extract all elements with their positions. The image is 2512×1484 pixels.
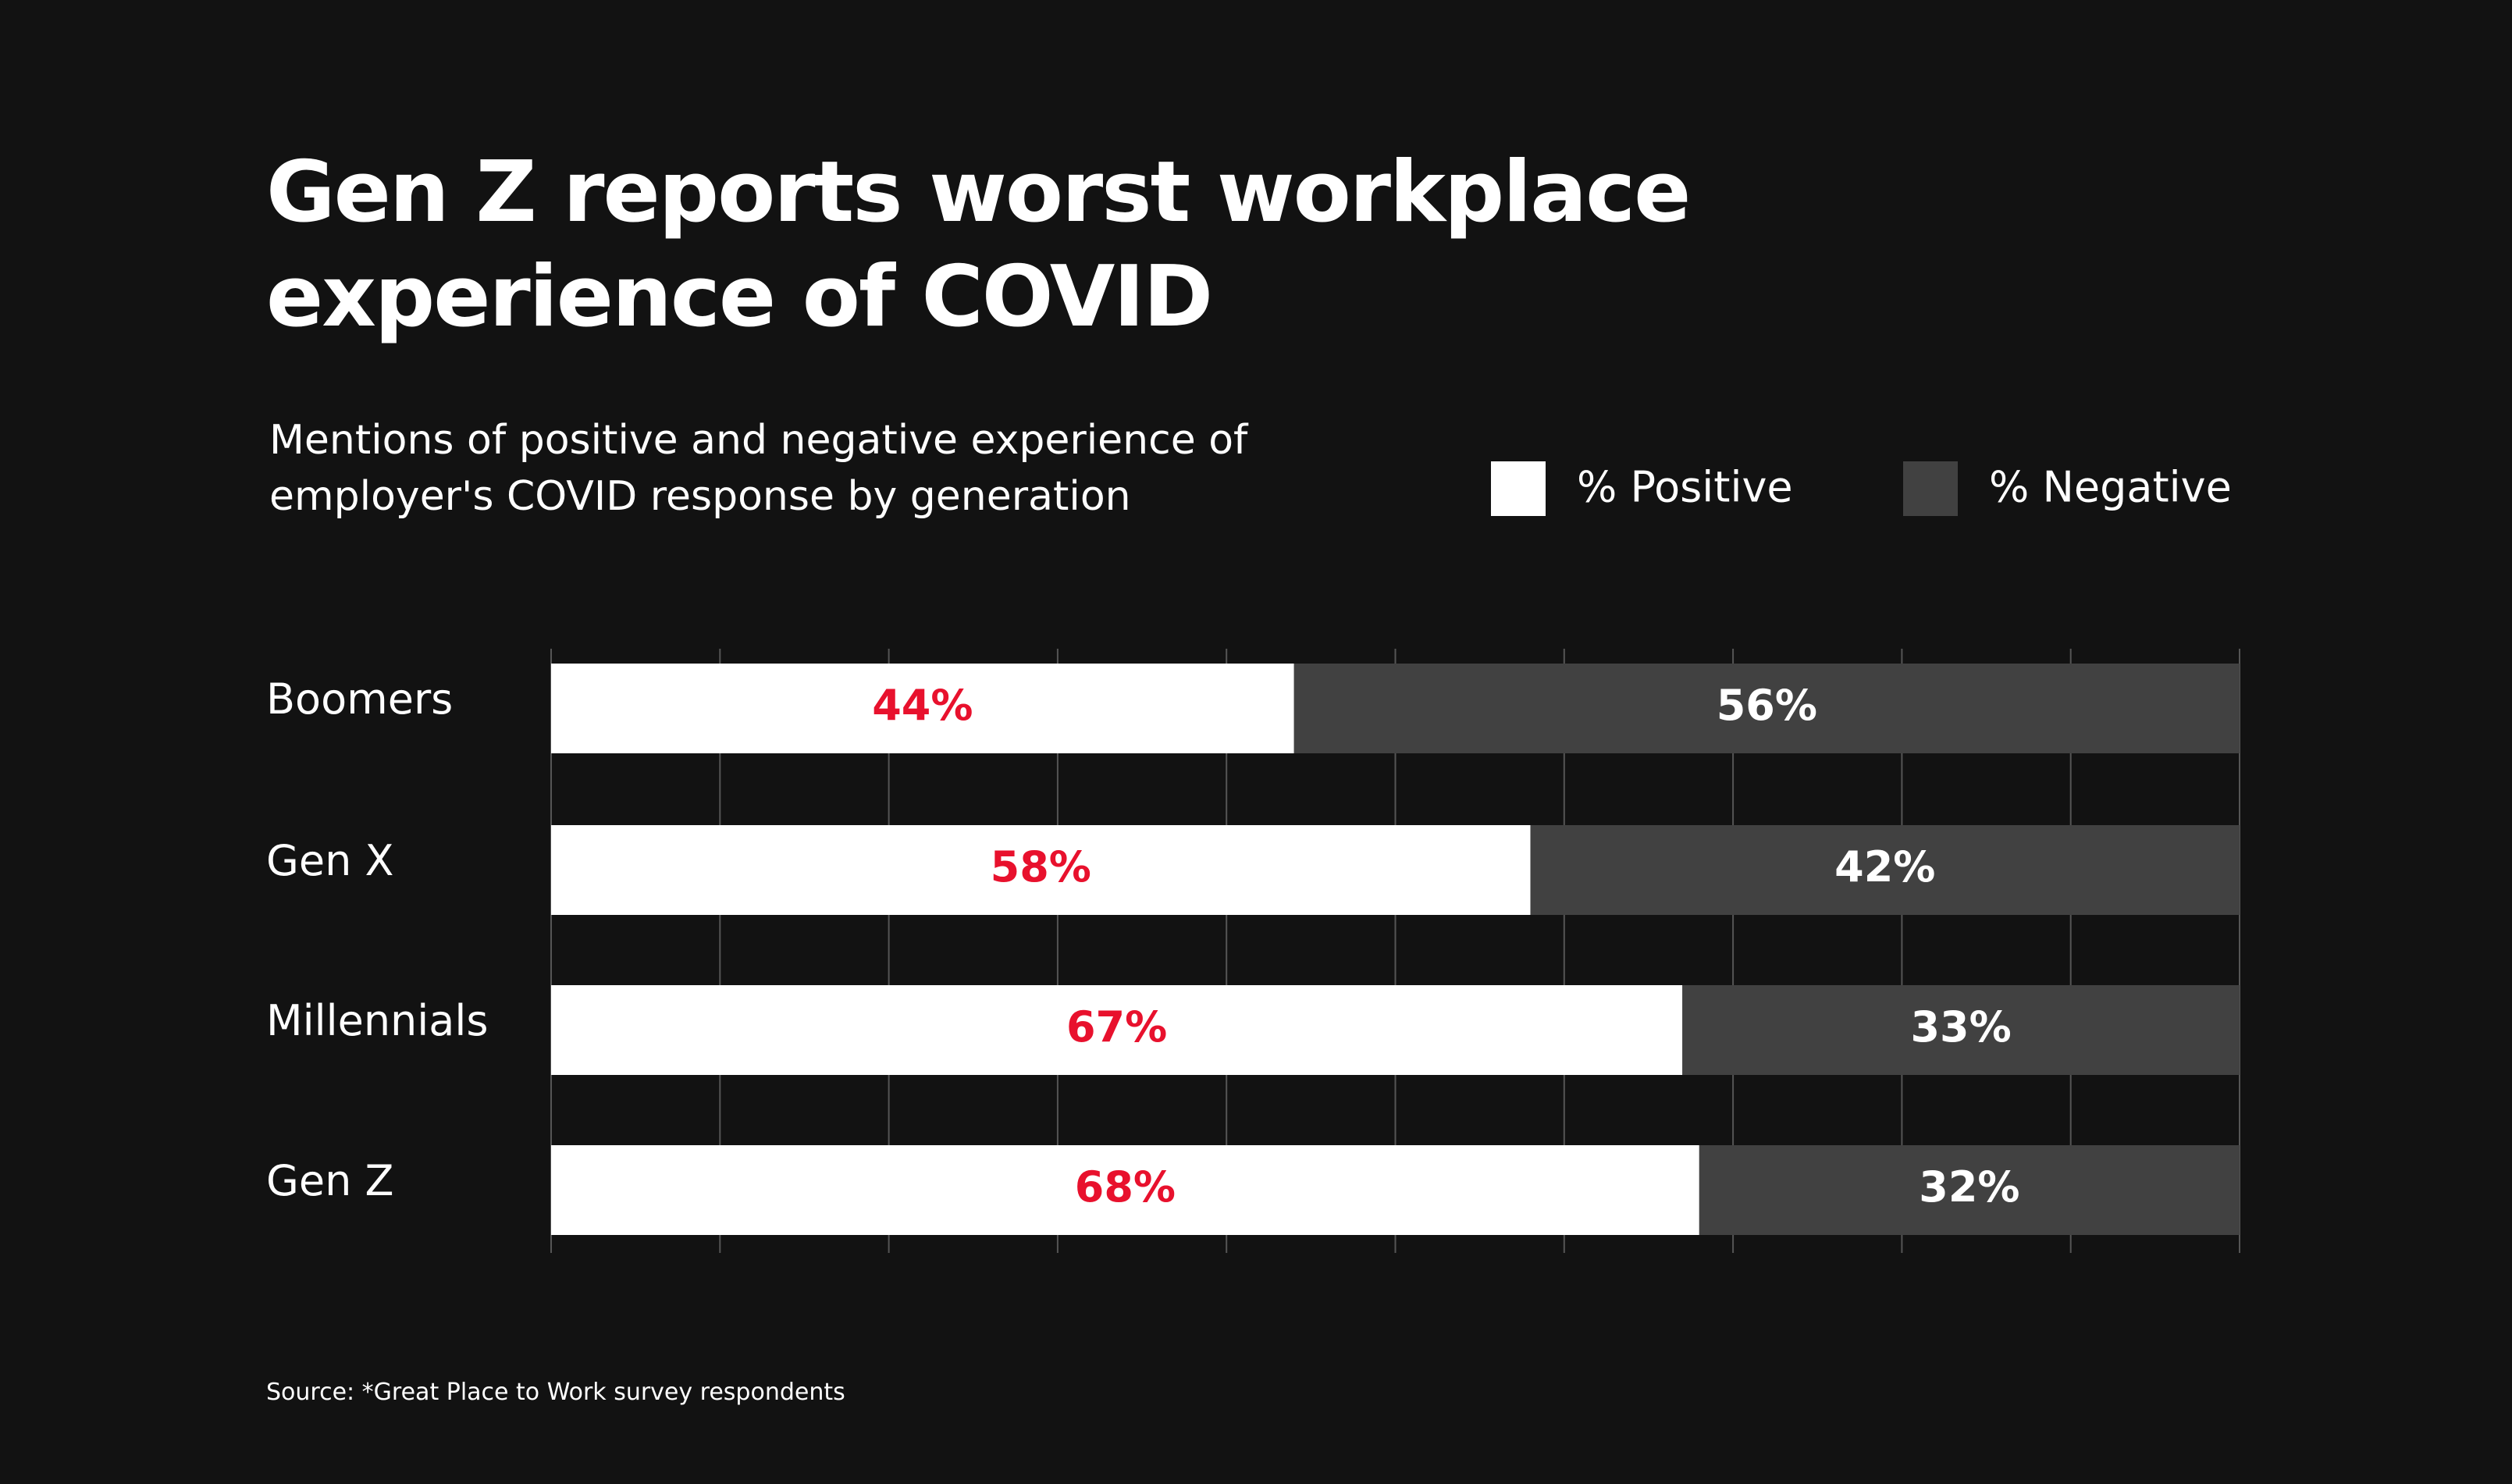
bar-segment	[1530, 825, 2240, 915]
source-note: Source: *Great Place to Work survey resp…	[266, 1379, 845, 1406]
value-label: 42%	[1834, 842, 1935, 891]
value-label: 68%	[1075, 1162, 1176, 1212]
legend-swatch	[1903, 461, 1958, 516]
chart-title: Gen Z reports worst workplace experience…	[266, 144, 1691, 346]
legend-swatch	[1491, 461, 1546, 516]
bar-segment	[1699, 1145, 2240, 1235]
value-label: 33%	[1910, 1002, 2011, 1052]
value-label: 44%	[872, 681, 973, 730]
legend-label: % Positive	[1577, 463, 1793, 512]
bar-segment	[551, 825, 1531, 915]
bar-segment	[1293, 664, 2240, 753]
category-label: Gen X	[266, 836, 393, 885]
legend-label: % Negative	[1989, 463, 2232, 512]
bar-segment	[551, 1145, 1699, 1235]
bar-segment	[551, 985, 1683, 1075]
category-label: Millennials	[266, 996, 489, 1045]
value-label: 32%	[1919, 1162, 2019, 1212]
bar-segment	[551, 664, 1294, 753]
value-label: 58%	[991, 842, 1091, 891]
bar-segment	[1682, 985, 2240, 1075]
value-label: 67%	[1066, 1002, 1167, 1052]
category-label: Gen Z	[266, 1156, 393, 1205]
value-label: 56%	[1717, 681, 1817, 730]
category-label: Boomers	[266, 674, 453, 724]
chart-subtitle: Mentions of positive and negative experi…	[269, 417, 1248, 520]
